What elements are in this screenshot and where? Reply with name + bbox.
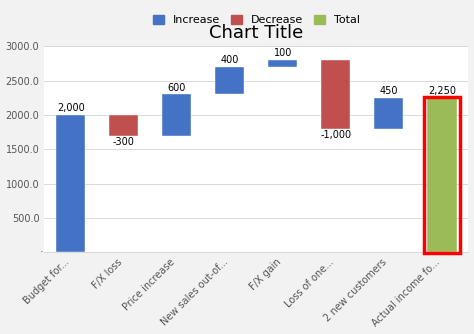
Bar [215,67,245,94]
Bar [374,98,403,129]
Text: 450: 450 [380,86,398,96]
Text: ·: · [40,247,43,257]
Title: Chart Title: Chart Title [209,24,303,42]
Bar [109,115,138,136]
Text: -300: -300 [113,137,135,147]
Legend: Increase, Decrease, Total: Increase, Decrease, Total [153,15,360,25]
Bar [321,60,350,129]
Bar [268,60,298,67]
Bar [428,98,456,252]
Text: 600: 600 [168,82,186,93]
Text: 100: 100 [273,48,292,58]
Text: 400: 400 [221,55,239,65]
Bar [162,94,191,136]
Bar [56,115,85,252]
Text: 2,250: 2,250 [428,86,456,96]
Text: -1,000: -1,000 [320,130,351,140]
Text: 2,000: 2,000 [57,103,85,113]
